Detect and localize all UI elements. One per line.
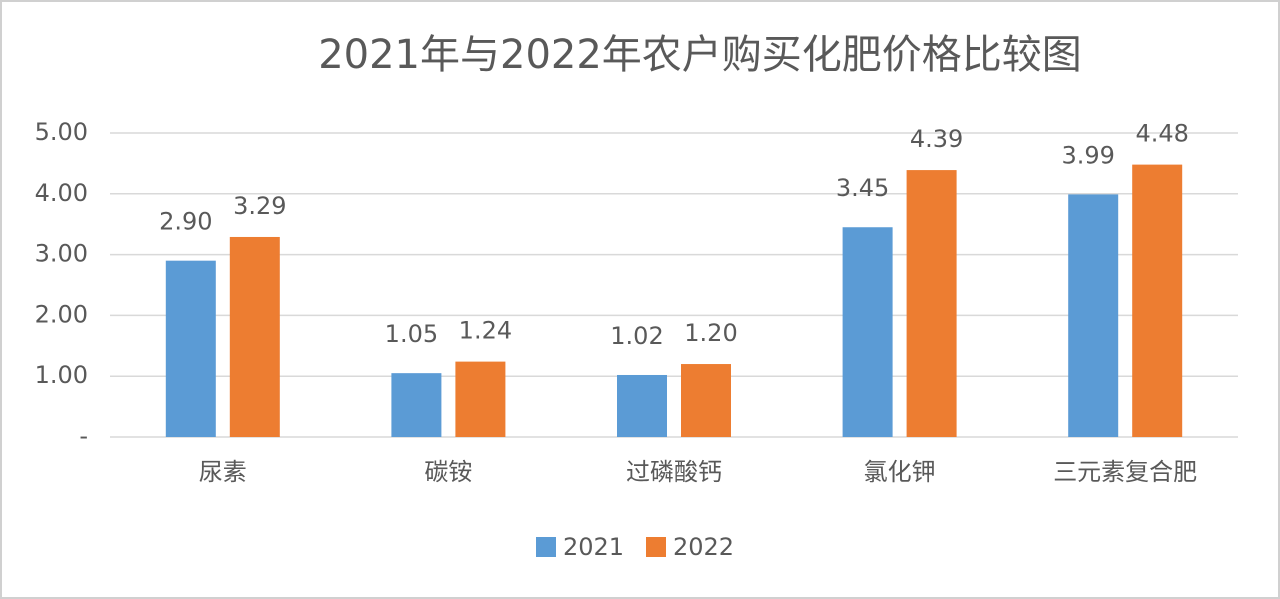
chart-title: 2021年与2022年农户购买化肥价格比较图 [318,32,1082,78]
bar [229,236,280,437]
x-tick-label: 三元素复合肥 [1053,458,1197,486]
value-label: 3.29 [233,192,286,220]
bar [906,170,957,437]
bar [842,227,893,437]
x-tick-label: 尿素 [199,458,247,486]
value-label: 3.45 [836,174,889,202]
y-tick-label: 2.00 [35,300,88,328]
value-label: 2.90 [159,208,212,236]
bar [681,364,731,437]
value-label: 1.24 [459,317,512,345]
x-tick-label: 过磷酸钙 [626,458,722,486]
y-tick-label: 3.00 [35,240,88,268]
legend-label: 2022 [673,533,734,561]
legend-swatch [536,537,556,557]
bar [1068,194,1119,437]
y-tick-label: - [79,422,88,450]
bar [455,361,506,437]
y-tick-label: 5.00 [35,118,88,146]
legend-label: 2021 [563,533,624,561]
bar [165,260,216,437]
value-label: 1.02 [610,322,663,350]
value-label: 4.39 [910,125,963,153]
y-tick-label: 1.00 [35,361,88,389]
value-label: 1.05 [385,320,438,348]
value-label: 1.20 [684,319,737,347]
x-tick-label: 碳铵 [424,458,472,486]
value-label: 4.48 [1135,120,1188,148]
bar [391,373,442,437]
bar [1132,164,1183,437]
legend-swatch [646,537,666,557]
x-tick-label: 氯化钾 [864,458,936,486]
value-label: 3.99 [1061,141,1114,169]
bar [617,374,667,437]
y-tick-label: 4.00 [35,179,88,207]
